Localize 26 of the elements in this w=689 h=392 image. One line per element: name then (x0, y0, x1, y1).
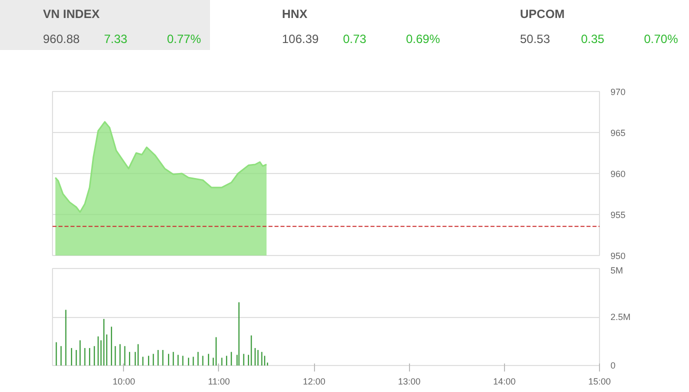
x-tick-label: 10:00 (112, 376, 136, 386)
text: 0.77% (167, 31, 202, 48)
y-tick-label: 960 (610, 169, 626, 179)
x-tick-label: 14:00 (493, 376, 516, 386)
x-tick-label: 15:00 (588, 376, 611, 386)
y-tick-label: 950 (610, 251, 626, 261)
y-tick-label: 5M (610, 266, 624, 276)
text: 0.35 (581, 31, 606, 48)
text: 7.33 (104, 31, 128, 48)
text: 0.73 (343, 31, 368, 48)
text: 106.39 (282, 31, 320, 48)
text: HNX (282, 6, 308, 23)
text: 960.88 (43, 31, 81, 48)
x-tick-label: 11:00 (208, 376, 230, 386)
y-tick-label: 2.5M (610, 312, 631, 322)
y-tick-label: 0 (610, 360, 616, 370)
text: UPCOM (520, 6, 566, 23)
text: VN INDEX (43, 6, 101, 23)
y-tick-label: 965 (610, 128, 626, 138)
text: 0.70% (644, 31, 680, 48)
y-tick-label: 955 (610, 210, 626, 220)
y-tick-label: 970 (610, 87, 626, 97)
x-tick-label: 13:00 (398, 376, 421, 386)
text: 0.69% (406, 31, 442, 48)
text: 50.53 (520, 31, 552, 48)
x-tick-label: 12:00 (302, 376, 326, 386)
